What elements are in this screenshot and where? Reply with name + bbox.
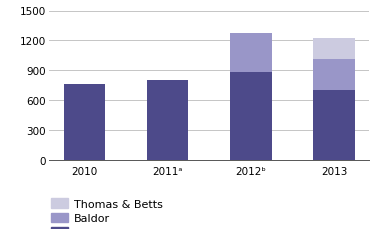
Bar bbox=[313, 60, 355, 91]
Bar bbox=[230, 73, 272, 160]
Bar bbox=[230, 34, 272, 73]
Bar bbox=[313, 91, 355, 160]
Bar bbox=[64, 85, 105, 160]
Bar bbox=[147, 81, 188, 160]
Bar bbox=[313, 39, 355, 60]
Legend: Thomas & Betts, Baldor, ABB: Thomas & Betts, Baldor, ABB bbox=[51, 199, 162, 229]
